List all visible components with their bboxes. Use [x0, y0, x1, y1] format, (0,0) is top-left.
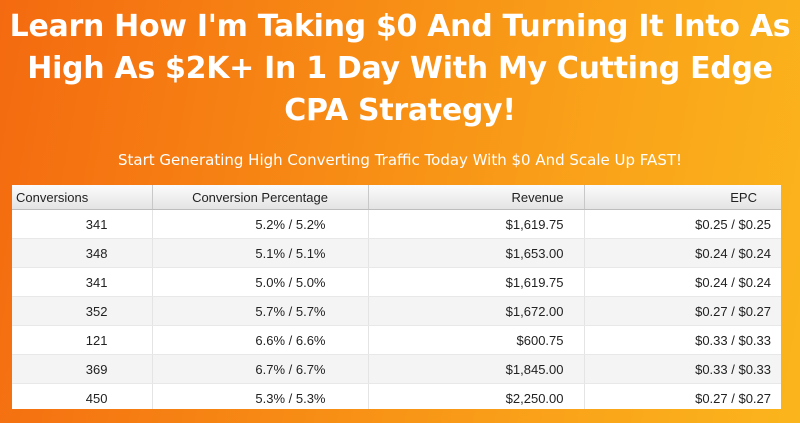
- table-row: 348 5.1% / 5.1% $1,653.00 $0.24 / $0.24: [12, 238, 781, 268]
- cell-revenue: $1,653.00: [368, 238, 585, 268]
- headline-line-1: Learn How I'm Taking $0 And Turning It I…: [9, 9, 791, 44]
- cell-conversion-percentage: 5.7% / 5.7%: [152, 296, 369, 326]
- stats-table-panel: Conversions Conversion Percentage Revenu…: [12, 185, 781, 409]
- column-header-conversion-percentage[interactable]: Conversion Percentage: [152, 185, 369, 210]
- cell-conversion-percentage: 5.1% / 5.1%: [152, 238, 369, 268]
- cell-conversions: 369: [12, 354, 153, 384]
- table-row: 341 5.0% / 5.0% $1,619.75 $0.24 / $0.24: [12, 267, 781, 297]
- headline: Learn How I'm Taking $0 And Turning It I…: [0, 6, 800, 132]
- cell-conversions: 341: [12, 267, 153, 297]
- cell-conversions: 341: [12, 209, 153, 239]
- cell-conversions: 352: [12, 296, 153, 326]
- cell-conversions: 121: [12, 325, 153, 355]
- cell-revenue: $2,250.00: [368, 383, 585, 409]
- cell-revenue: $1,619.75: [368, 267, 585, 297]
- cell-epc: $0.33 / $0.33: [584, 325, 781, 355]
- cell-epc: $0.27 / $0.27: [584, 383, 781, 409]
- cell-conversion-percentage: 5.0% / 5.0%: [152, 267, 369, 297]
- cell-revenue: $1,619.75: [368, 209, 585, 239]
- headline-line-2: High As $2K+ In 1 Day With My Cutting Ed…: [27, 51, 773, 86]
- cell-epc: $0.24 / $0.24: [584, 238, 781, 268]
- headline-line-3: CPA Strategy!: [284, 93, 516, 128]
- table-row: 341 5.2% / 5.2% $1,619.75 $0.25 / $0.25: [12, 209, 781, 239]
- cell-epc: $0.27 / $0.27: [584, 296, 781, 326]
- subheadline: Start Generating High Converting Traffic…: [117, 151, 683, 169]
- cell-conversion-percentage: 6.7% / 6.7%: [152, 354, 369, 384]
- cell-conversions: 450: [12, 383, 153, 409]
- cell-epc: $0.25 / $0.25: [584, 209, 781, 239]
- cell-conversions: 348: [12, 238, 153, 268]
- table-header-row: Conversions Conversion Percentage Revenu…: [12, 185, 781, 210]
- column-header-conversions[interactable]: Conversions: [12, 185, 153, 210]
- table-row: 121 6.6% / 6.6% $600.75 $0.33 / $0.33: [12, 325, 781, 355]
- cell-epc: $0.33 / $0.33: [584, 354, 781, 384]
- cell-revenue: $1,845.00: [368, 354, 585, 384]
- column-header-revenue[interactable]: Revenue: [368, 185, 585, 210]
- cell-revenue: $600.75: [368, 325, 585, 355]
- cell-conversion-percentage: 6.6% / 6.6%: [152, 325, 369, 355]
- cell-revenue: $1,672.00: [368, 296, 585, 326]
- cell-conversion-percentage: 5.2% / 5.2%: [152, 209, 369, 239]
- cell-epc: $0.24 / $0.24: [584, 267, 781, 297]
- table-row: 450 5.3% / 5.3% $2,250.00 $0.27 / $0.27: [12, 383, 781, 409]
- stats-table: Conversions Conversion Percentage Revenu…: [12, 185, 781, 409]
- table-row: 369 6.7% / 6.7% $1,845.00 $0.33 / $0.33: [12, 354, 781, 384]
- table-row: 352 5.7% / 5.7% $1,672.00 $0.27 / $0.27: [12, 296, 781, 326]
- column-header-epc[interactable]: EPC: [584, 185, 781, 210]
- cell-conversion-percentage: 5.3% / 5.3%: [152, 383, 369, 409]
